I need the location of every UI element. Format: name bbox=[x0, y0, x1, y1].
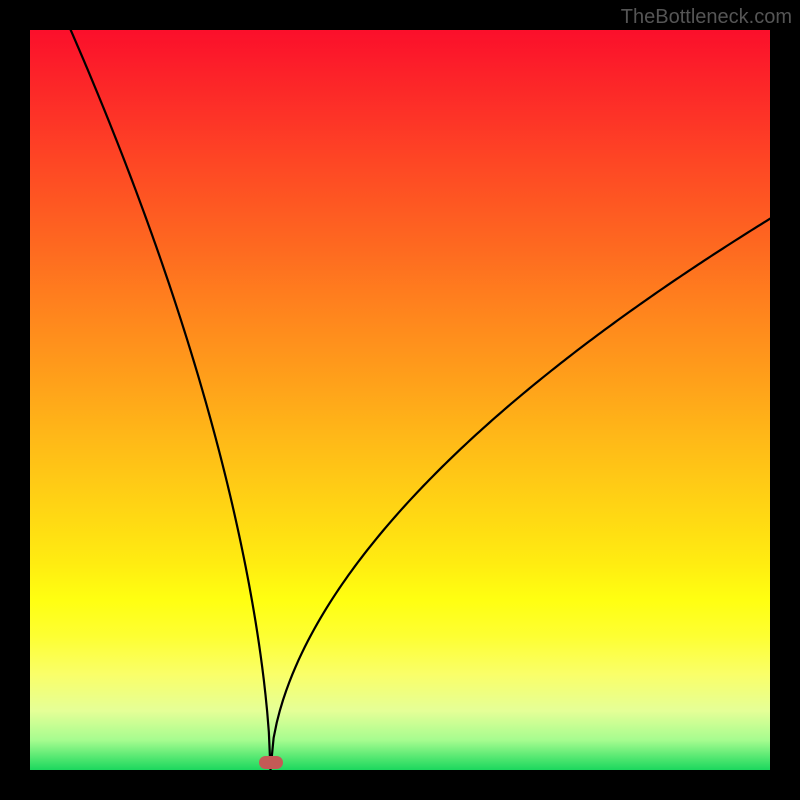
bottleneck-curve bbox=[30, 30, 770, 770]
plot-area bbox=[30, 30, 770, 770]
optimum-marker bbox=[259, 756, 283, 769]
attribution-text: TheBottleneck.com bbox=[621, 6, 792, 29]
